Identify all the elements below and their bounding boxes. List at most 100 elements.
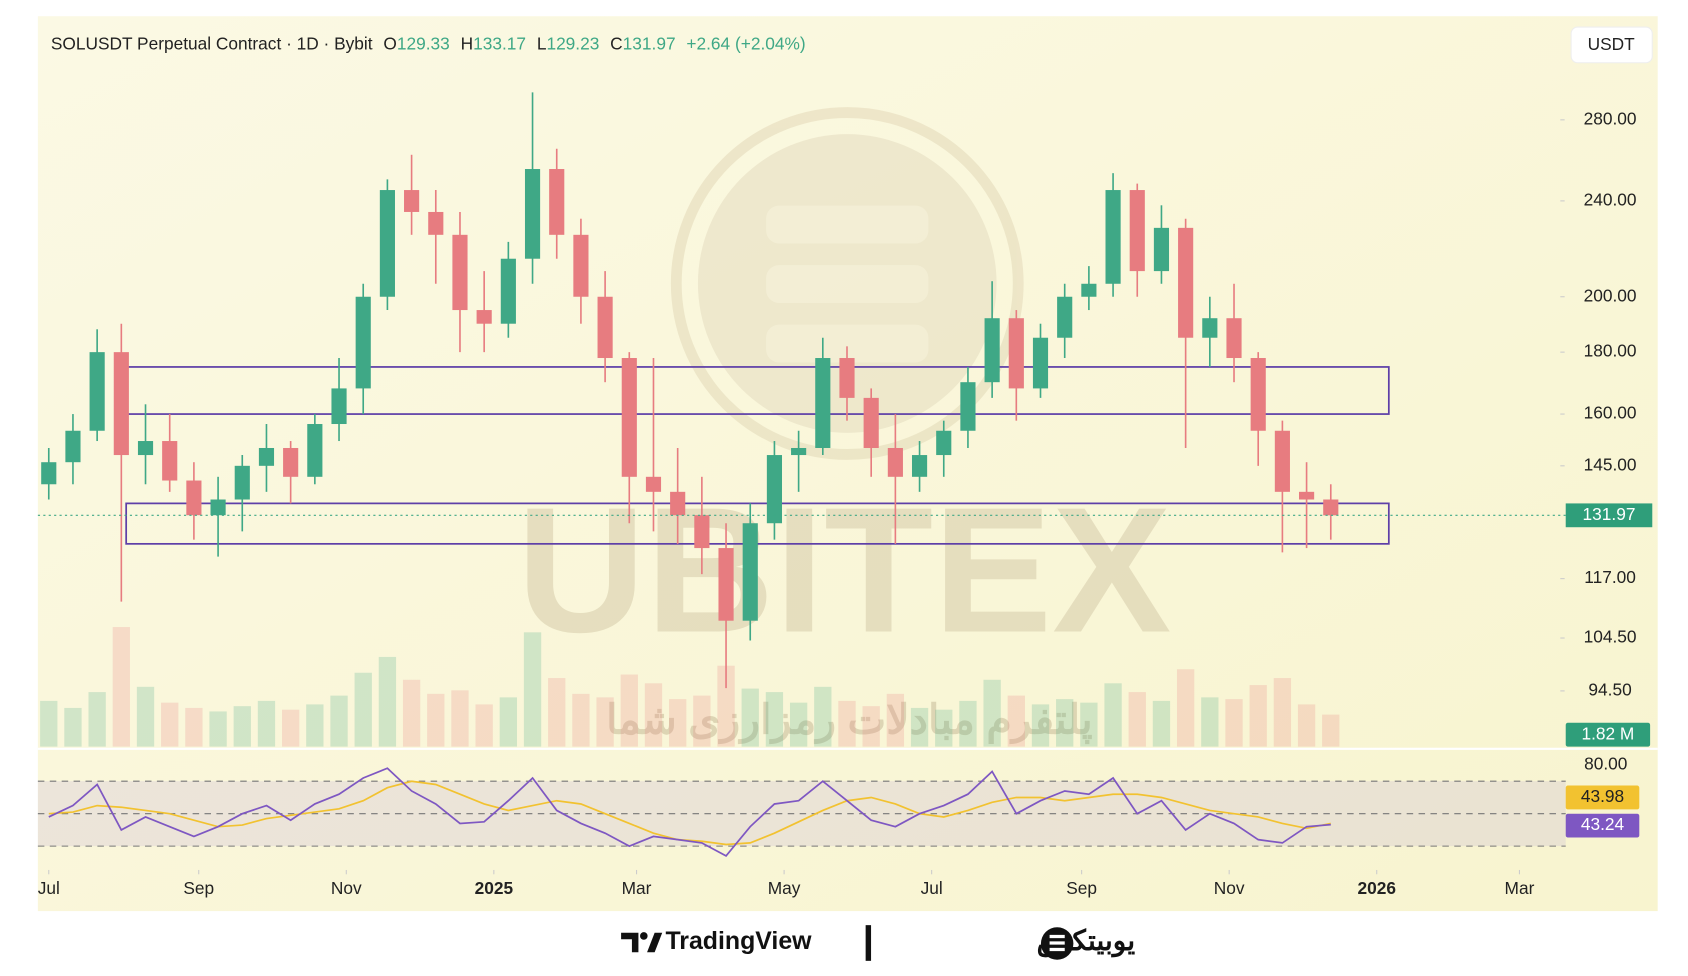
- candle-body: [839, 358, 855, 398]
- candle-body: [452, 234, 468, 311]
- price-tag-label: 131.97: [1583, 504, 1636, 524]
- x-tick-label: May: [768, 878, 801, 898]
- volume-bar: [1225, 699, 1243, 747]
- volume-bar: [427, 693, 445, 747]
- y-tick-label: 145.00: [1584, 454, 1637, 474]
- candle-body: [597, 296, 613, 359]
- candle-body: [1178, 227, 1194, 338]
- legend-label: O: [383, 33, 396, 53]
- candle-body: [573, 234, 589, 297]
- title: SOLUSDT Perpetual Contract · 1D · Bybit: [51, 33, 373, 53]
- y-tick-label: 104.50: [1584, 627, 1637, 647]
- x-tick-label: Mar: [1505, 878, 1535, 898]
- volume-bar: [789, 702, 808, 747]
- volume-bar: [40, 700, 58, 747]
- volume-bar: [112, 627, 130, 747]
- candle-body: [1274, 430, 1290, 492]
- legend-value: 131.97: [623, 33, 676, 53]
- volume-bar: [1297, 704, 1316, 747]
- volume-bar: [983, 679, 1001, 747]
- x-tick-label: Mar: [622, 878, 652, 898]
- y-tick-label: 240.00: [1584, 189, 1637, 209]
- candle-body: [645, 476, 662, 492]
- legend-label: L: [537, 33, 547, 53]
- volume-bar: [1152, 700, 1171, 747]
- y-tick-label: 94.50: [1588, 679, 1631, 699]
- volume-bar: [451, 690, 469, 747]
- volume-bar: [620, 674, 638, 747]
- plot: 280.00 240.00 200.00 180.00 160.00 145.00 117.…: [38, 92, 1658, 898]
- volume-bar: [209, 711, 227, 747]
- ubitex-logo: [1040, 927, 1074, 960]
- candle-body: [936, 430, 952, 456]
- watermark-logo: [670, 107, 1024, 460]
- volume-bar: [306, 704, 324, 747]
- candle-body: [718, 548, 734, 621]
- volume-bar: [1176, 669, 1195, 747]
- volume-bar: [499, 697, 518, 747]
- x-tick-label: Sep: [183, 878, 214, 898]
- candle-body: [1153, 227, 1170, 272]
- candle-body: [162, 441, 178, 481]
- volume-bar: [161, 702, 179, 747]
- volume-bar: [1104, 683, 1122, 747]
- legend-value: 129.23: [546, 33, 599, 53]
- candle-body: [1129, 190, 1145, 272]
- volume-bar: [1031, 704, 1050, 747]
- rsi-tag: [1565, 785, 1640, 810]
- x-tick-label: 2026: [1357, 878, 1395, 898]
- change: +2.64 (+2.04%): [686, 33, 805, 53]
- candle-body: [307, 424, 323, 477]
- volume-bar: [959, 700, 977, 747]
- volume-bar: [257, 700, 276, 747]
- currency-box[interactable]: [1570, 26, 1653, 64]
- rsi-tick-label: 80.00: [1584, 754, 1627, 774]
- volume-bar: [596, 697, 614, 747]
- x-tick-label: Nov: [1214, 878, 1245, 898]
- volume-bar: [64, 707, 82, 747]
- candle-body: [234, 465, 250, 500]
- legend-label: H: [461, 33, 473, 53]
- candle-body: [1081, 283, 1097, 297]
- candle-body: [524, 169, 541, 259]
- candle-body: [89, 352, 105, 431]
- volume-bar: [378, 656, 397, 747]
- y-tick-label: 200.00: [1584, 285, 1637, 305]
- candle-body: [1057, 296, 1073, 338]
- candle-body: [1250, 358, 1266, 431]
- volume-bar: [838, 700, 856, 747]
- candle-body: [210, 499, 226, 516]
- rsi-tag: [1565, 813, 1640, 838]
- volume-bar: [717, 665, 735, 747]
- chart-header: SOLUSDT Perpetual Contract · 1D · Bybit O…: [51, 33, 806, 53]
- candle-body: [186, 480, 202, 516]
- candle-body: [65, 430, 81, 463]
- candle-body: [815, 358, 831, 448]
- price-tag: [1565, 503, 1653, 528]
- x-tick-label: Jul: [921, 878, 943, 898]
- candle-body: [1299, 491, 1315, 500]
- candle-body: [476, 310, 492, 324]
- currency[interactable]: USDT: [1588, 34, 1636, 54]
- y-tick-label: 160.00: [1584, 403, 1637, 423]
- candle-body: [379, 190, 395, 297]
- volume-bar: [1201, 697, 1219, 747]
- candle-body: [694, 515, 710, 549]
- volume-bar: [1249, 685, 1267, 747]
- candle-body: [863, 397, 879, 448]
- x-tick-label: Sep: [1066, 878, 1097, 898]
- x-tick-label: 2025: [475, 878, 514, 898]
- tradingview-logo: [621, 932, 663, 953]
- candle-body: [283, 447, 299, 477]
- candle-body: [331, 388, 347, 425]
- candle-body: [960, 382, 976, 431]
- candle-body: [621, 358, 637, 477]
- rsi-tag-label: 43.98: [1581, 786, 1624, 806]
- volume-bar: [1056, 699, 1074, 747]
- candle-body: [113, 352, 129, 456]
- volume-bar: [1128, 692, 1146, 747]
- y-tick-label: 280.00: [1584, 108, 1637, 128]
- volume-bar: [1273, 678, 1292, 747]
- x-tick-label: Jul: [38, 878, 60, 898]
- candle-body: [1008, 318, 1024, 389]
